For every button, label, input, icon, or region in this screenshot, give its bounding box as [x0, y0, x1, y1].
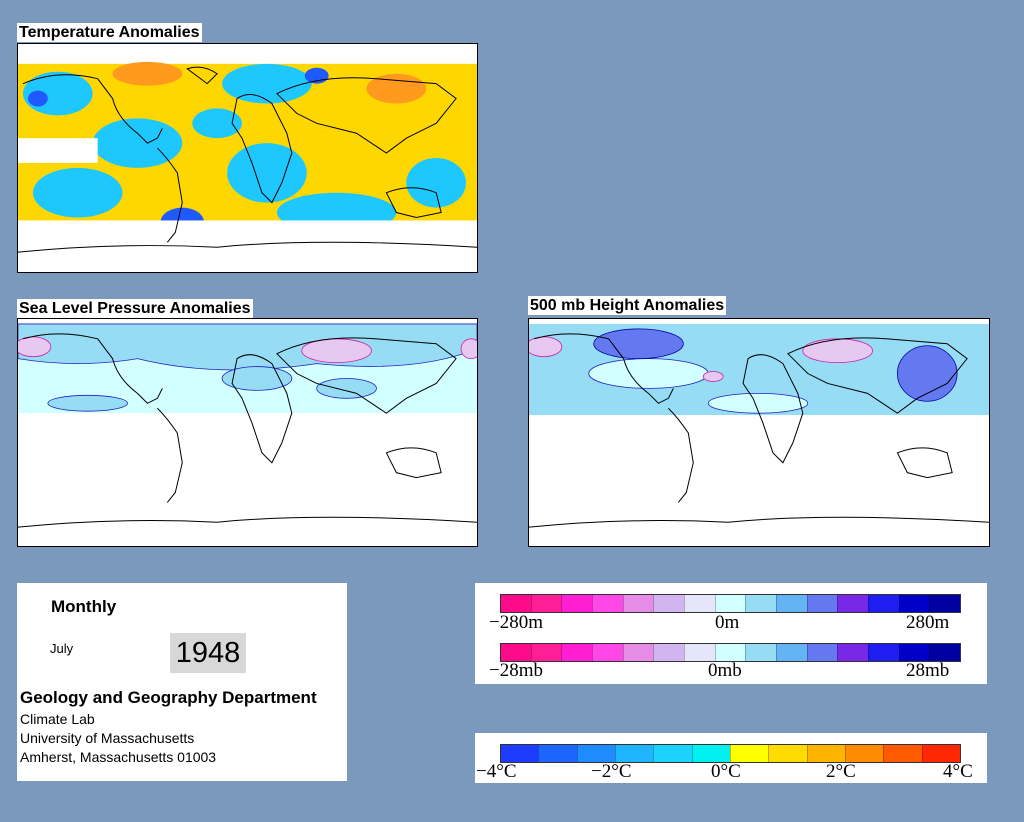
pressure-swatch [868, 644, 899, 661]
pressure-label-mid: 0mb [708, 660, 742, 681]
pressure-swatch [530, 644, 562, 661]
height-label-mid: 0m [715, 612, 740, 633]
temperature-swatch [614, 745, 654, 762]
pressure-swatch [776, 644, 807, 661]
height-swatch [776, 595, 807, 612]
height-pressure-legend: −280m 0m 280m −28mb 0mb 28mb [475, 583, 987, 684]
height-swatch [622, 595, 654, 612]
height-swatch [837, 595, 869, 612]
temp-label-1: −2°C [591, 761, 632, 782]
height-swatch [898, 595, 930, 612]
temperature-swatch [729, 745, 769, 762]
period-label: Monthly [51, 597, 117, 616]
temperature-swatch [538, 745, 577, 762]
month-label: July [50, 641, 74, 656]
height500-map-title: 500 mb Height Anomalies [528, 296, 727, 315]
pressure-swatch [837, 644, 869, 661]
height-swatch [714, 595, 746, 612]
pressure-swatch [561, 644, 593, 661]
info-panel: Monthly July 1948 Geology and Geography … [17, 583, 347, 781]
temperature-colorbar [500, 744, 961, 763]
pressure-swatch [929, 644, 961, 661]
temperature-swatch [576, 745, 615, 762]
height-label-min: −280m [489, 612, 543, 633]
pressure-swatch [714, 644, 746, 661]
slp-map-graphic [18, 323, 477, 546]
department-label: Geology and Geography Department [20, 688, 317, 707]
height-swatch [868, 595, 899, 612]
pressure-label-max: 28mb [906, 660, 950, 681]
height500-anomaly-map [528, 318, 990, 547]
temperature-swatch [921, 745, 960, 762]
height-label-max: 280m [906, 612, 950, 633]
height-swatch [806, 595, 838, 612]
pressure-swatch [898, 644, 930, 661]
temp-label-0: −4°C [476, 761, 517, 782]
pressure-colorbar [500, 643, 961, 662]
slp-anomaly-map [17, 318, 478, 547]
pressure-swatch [745, 644, 777, 661]
height-swatch [592, 595, 623, 612]
height-swatch [561, 595, 593, 612]
lab-label: Climate Lab [20, 711, 95, 727]
temperature-swatch [653, 745, 692, 762]
temperature-swatch [806, 745, 845, 762]
pressure-swatch [653, 644, 685, 661]
pressure-swatch [501, 644, 531, 661]
pressure-label-min: −28mb [489, 660, 543, 681]
temperature-swatch [844, 745, 884, 762]
height-swatch [684, 595, 715, 612]
address-label: Amherst, Massachusetts 01003 [20, 749, 217, 765]
pressure-swatch [806, 644, 838, 661]
temperature-swatch [768, 745, 807, 762]
height-colorbar [500, 594, 961, 613]
pressure-swatch [592, 644, 623, 661]
temperature-swatch [501, 745, 539, 762]
temperature-anomaly-map [17, 43, 478, 273]
temp-label-2: 0°C [711, 761, 741, 782]
temperature-swatch [691, 745, 730, 762]
temperature-legend: −4°C −2°C 0°C 2°C 4°C [475, 733, 987, 783]
temperature-map-title: Temperature Anomalies [17, 23, 202, 42]
university-label: University of Massachusetts [20, 730, 195, 746]
temperature-swatch [883, 745, 922, 762]
year-display: 1948 [170, 633, 246, 673]
temperature-map-graphic [18, 61, 477, 272]
pressure-swatch [684, 644, 715, 661]
height-swatch [530, 595, 562, 612]
height-swatch [745, 595, 777, 612]
temp-label-4: 4°C [943, 761, 973, 782]
height-swatch [929, 595, 961, 612]
height500-map-graphic [529, 323, 989, 546]
pressure-swatch [622, 644, 654, 661]
slp-map-title: Sea Level Pressure Anomalies [17, 299, 253, 318]
height-swatch [653, 595, 685, 612]
temp-label-3: 2°C [826, 761, 856, 782]
height-swatch [501, 595, 531, 612]
